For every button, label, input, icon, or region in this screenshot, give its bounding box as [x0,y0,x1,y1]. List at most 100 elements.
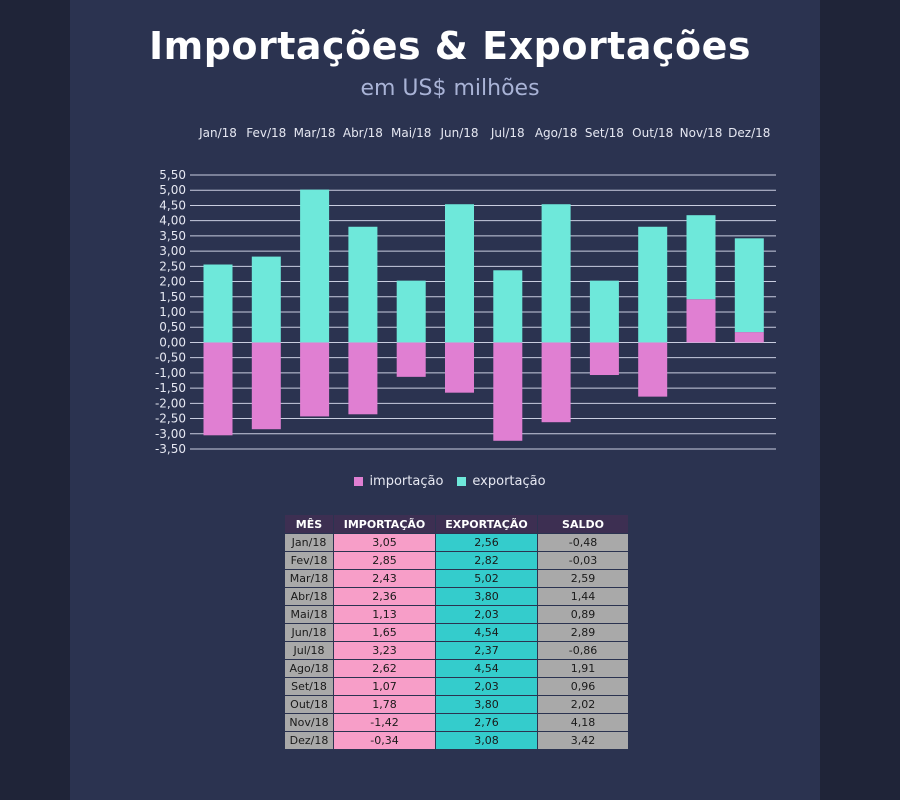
table-row: Mar/18 2,43 5,02 2,59 [284,569,629,588]
cell-mes: Jun/18 [284,623,334,642]
legend-swatch-exportacao [457,477,467,486]
category-label: Fev/18 [246,126,286,140]
cell-saldo: -0,86 [537,641,629,660]
chart-subtitle: em US$ milhões [360,76,540,101]
gridlines [190,174,776,450]
legend-swatch-importacao [354,477,364,486]
category-label: Jun/18 [439,126,478,140]
cell-exportacao: 2,56 [435,533,538,552]
category-label: Set/18 [585,126,624,140]
cell-saldo: 1,91 [537,659,629,678]
cell-importacao: 3,23 [333,641,436,660]
y-tick-label: -3,50 [155,442,186,456]
bar-exportacao [589,280,619,343]
bar-importacao [203,342,233,436]
legend: importação exportação [0,474,900,489]
table-row: Ago/18 2,62 4,54 1,91 [284,659,629,678]
category-labels: Jan/18 Fev/18 Mar/18 Abr/18 Mai/18 Jun/18 Jul/… [198,126,770,140]
bar-importacao [493,342,523,441]
cell-importacao: -1,42 [333,713,436,732]
table-row: Jan/18 3,05 2,56 -0,48 [284,533,629,552]
cell-mes: Ago/18 [284,659,334,678]
bar-exportacao [445,204,474,343]
cell-exportacao: 4,54 [435,659,538,678]
category-label: Mar/18 [294,126,336,140]
cell-exportacao: 2,37 [435,641,538,660]
cell-saldo: 2,89 [537,623,629,642]
category-label: Abr/18 [343,126,383,140]
y-tick-label: 4,00 [159,214,186,228]
legend-item-importacao: importação [354,474,443,489]
cell-importacao: 1,07 [333,677,436,696]
cell-saldo: 2,02 [537,695,629,714]
cell-importacao: 2,85 [333,551,436,570]
bar-exportacao [541,204,571,343]
cell-importacao: 1,78 [333,695,436,714]
cell-exportacao: 3,08 [435,731,538,750]
y-tick-label: -0,50 [155,351,186,365]
table-row: Set/18 1,07 2,03 0,96 [284,677,629,696]
category-label: Jan/18 [198,126,237,140]
bar-importacao [251,342,281,430]
y-tick-label: 0,00 [159,335,186,349]
table-row: Jul/18 3,23 2,37 -0,86 [284,641,629,660]
cell-importacao: 2,43 [333,569,436,588]
cell-mes: Set/18 [284,677,334,696]
cell-exportacao: 2,82 [435,551,538,570]
bar-importacao [638,342,668,397]
header-saldo: SALDO [537,514,629,534]
y-tick-label: 2,00 [159,275,186,289]
y-tick-label: -2,50 [155,412,186,426]
bar-importacao [541,342,571,423]
y-axis-tick-labels: 5,505,004,50 4,003,503,002,50 2,001,501,00… [155,168,186,456]
data-table: MÊS IMPORTAÇÃO EXPORTAÇÃO SALDO Jan/18 3,… [284,514,629,750]
y-tick-label: 0,50 [159,320,186,334]
cell-saldo: -0,03 [537,551,629,570]
header-mes: MÊS [284,514,334,534]
cell-saldo: 0,89 [537,605,629,624]
cell-saldo: 3,42 [537,731,629,750]
cell-exportacao: 2,03 [435,677,538,696]
bar-importacao [686,299,716,343]
y-tick-label: 1,50 [159,290,186,304]
y-tick-label: -1,00 [155,366,186,380]
legend-item-exportacao: exportação [457,474,546,489]
cell-importacao: 2,62 [333,659,436,678]
bar-exportacao [348,226,378,343]
bar-importacao [445,342,474,393]
y-tick-label: -2,00 [155,396,186,410]
bar-importacao [300,342,330,417]
cell-importacao: -0,34 [333,731,436,750]
cell-saldo: 1,44 [537,587,629,606]
cell-exportacao: 5,02 [435,569,538,588]
bar-exportacao [300,189,330,343]
y-tick-label: 3,50 [159,229,186,243]
y-tick-label: 1,00 [159,305,186,319]
cell-mes: Out/18 [284,695,334,714]
bar-chart: 5,505,004,50 4,003,503,002,50 2,001,501,00… [155,126,776,456]
cell-mes: Fev/18 [284,551,334,570]
table-row: Mai/18 1,13 2,03 0,89 [284,605,629,624]
bar-importacao [396,342,426,377]
table-row: Nov/18 -1,42 2,76 4,18 [284,713,629,732]
cell-mes: Mai/18 [284,605,334,624]
cell-mes: Mar/18 [284,569,334,588]
bar-exportacao [734,238,764,333]
cell-importacao: 3,05 [333,533,436,552]
bars [203,189,764,441]
y-tick-label: 4,50 [159,198,186,212]
cell-exportacao: 3,80 [435,695,538,714]
cell-saldo: 4,18 [537,713,629,732]
cell-exportacao: 2,76 [435,713,538,732]
cell-mes: Jan/18 [284,533,334,552]
table-header-row: MÊS IMPORTAÇÃO EXPORTAÇÃO SALDO [284,514,629,534]
cell-mes: Nov/18 [284,713,334,732]
table-row: Out/18 1,78 3,80 2,02 [284,695,629,714]
y-tick-label: -3,00 [155,427,186,441]
legend-label-exportacao: exportação [472,474,546,489]
bar-importacao [348,342,378,415]
cell-mes: Abr/18 [284,587,334,606]
category-label: Nov/18 [680,126,723,140]
y-tick-label: 5,00 [159,183,186,197]
y-tick-label: 2,50 [159,259,186,273]
